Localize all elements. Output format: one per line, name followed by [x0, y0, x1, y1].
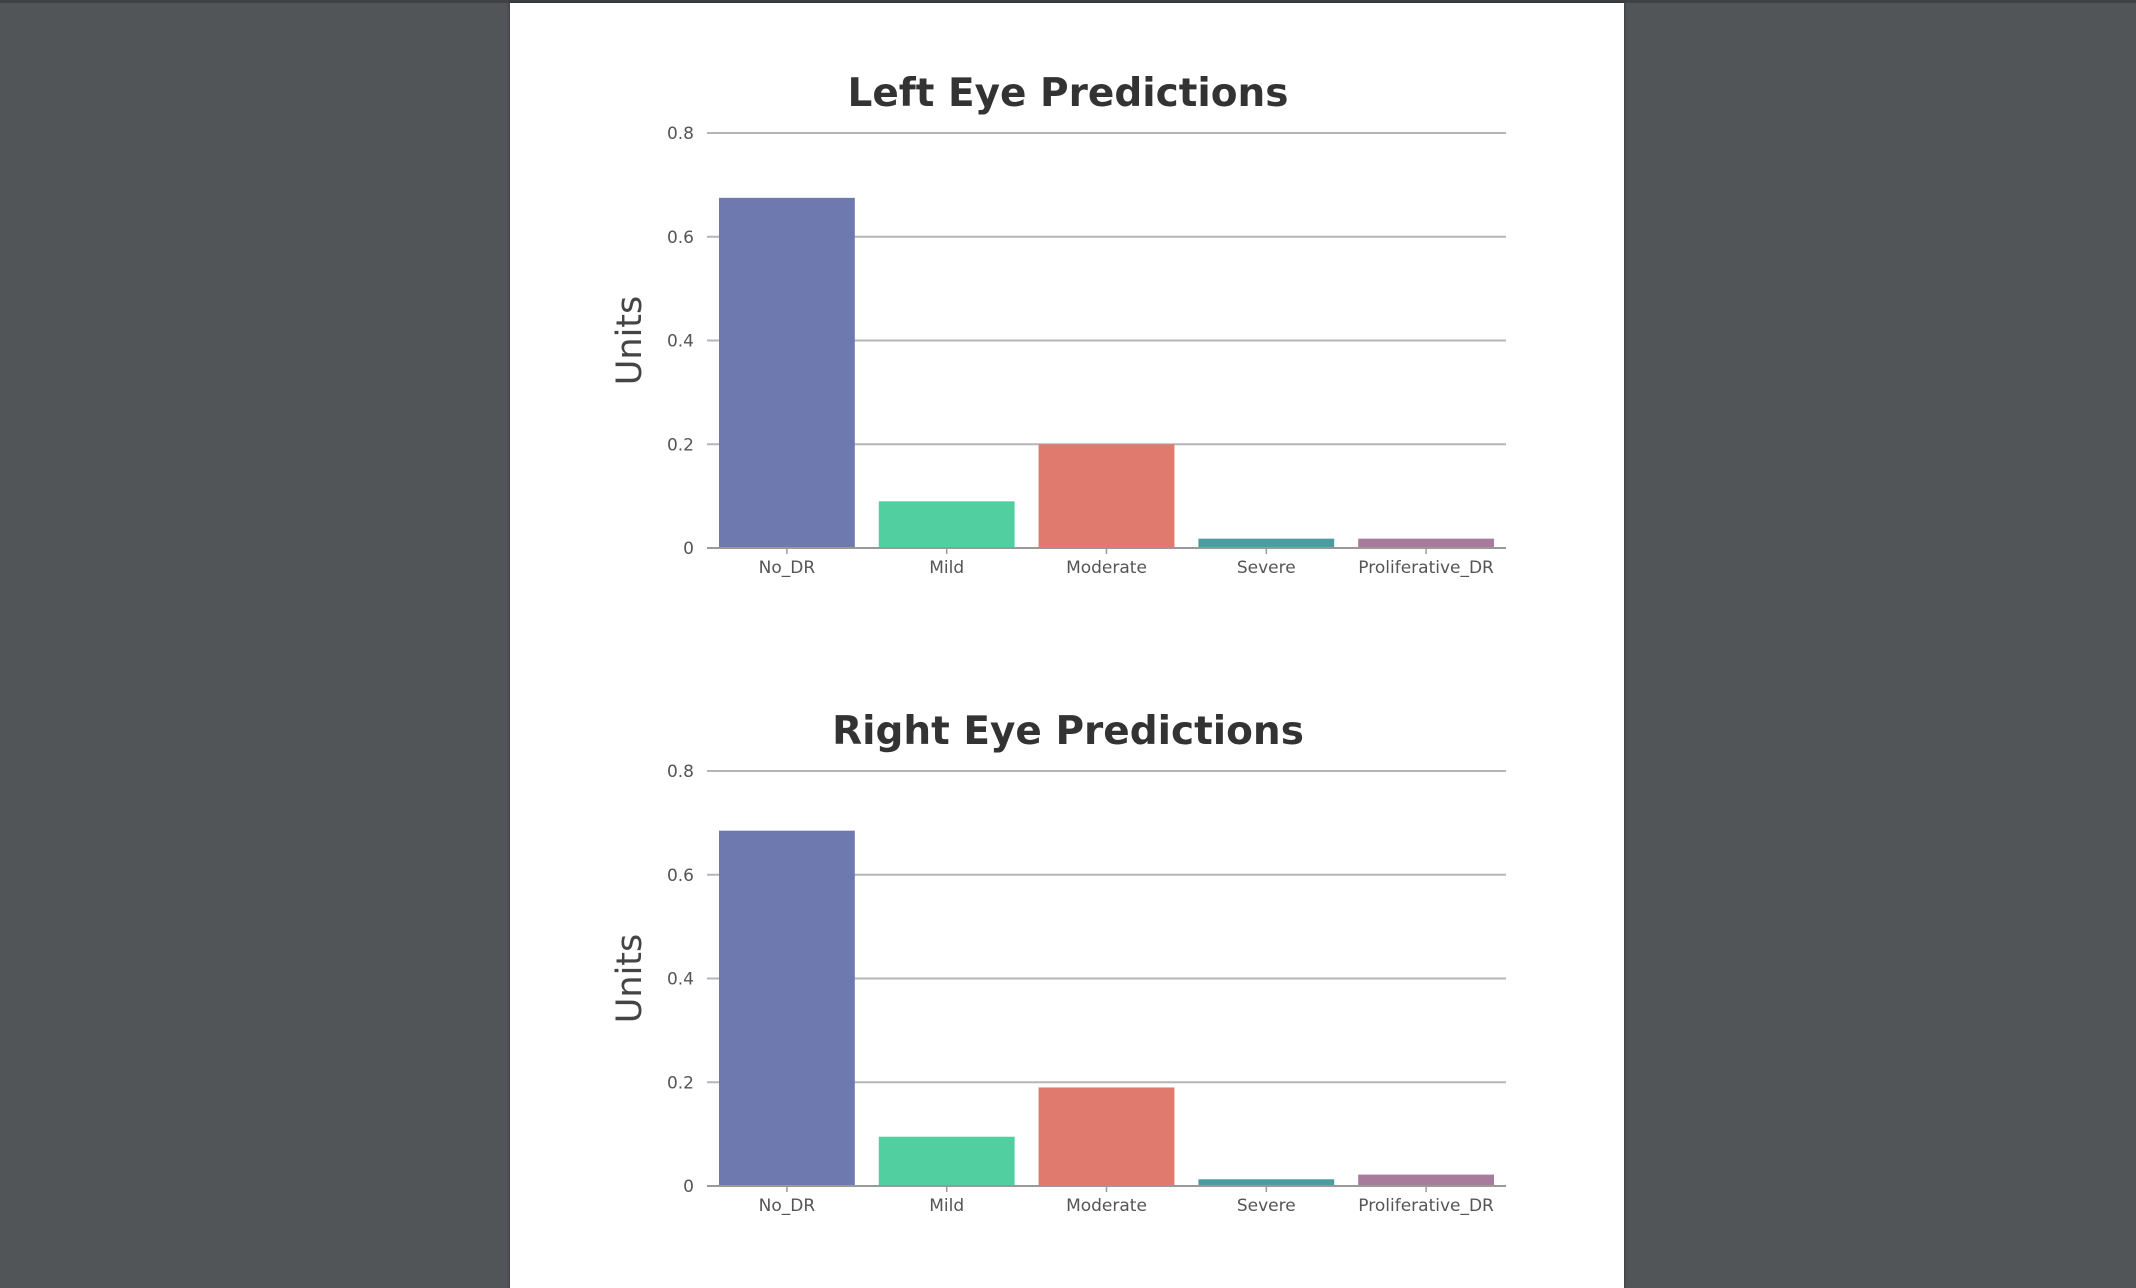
x-tick-label: Severe: [1237, 1196, 1296, 1216]
y-tick-label: 0.4: [667, 332, 694, 352]
x-tick-label: No_DR: [759, 558, 816, 578]
y-tick-label: 0.4: [667, 970, 694, 990]
bar-severe: [1198, 538, 1335, 547]
y-tick-label: 0: [683, 1177, 694, 1197]
bar-moderate: [1038, 444, 1175, 547]
right-eye-chart: Right Eye Predictions Units 0 0.2 0.4 0.6 0.…: [610, 709, 1506, 1216]
y-tick-label: 0: [683, 539, 694, 559]
bar-mild: [878, 1136, 1015, 1185]
y-axis-label: Units: [610, 296, 650, 385]
x-tick-label: Moderate: [1066, 558, 1147, 578]
bars: [718, 197, 1495, 547]
y-axis-ticks: 0 0.2 0.4 0.6 0.8: [667, 762, 694, 1197]
x-tick-label: Proliferative_DR: [1358, 1196, 1494, 1216]
x-tick-label: Proliferative_DR: [1358, 558, 1494, 578]
y-tick-label: 0.6: [667, 228, 694, 248]
y-axis-ticks: 0 0.2 0.4 0.6 0.8: [667, 124, 694, 559]
document-page: Left Eye Predictions Units 0 0.2 0.4 0.6 0.8…: [510, 3, 1624, 1288]
bar-mild: [878, 501, 1015, 547]
y-tick-label: 0.2: [667, 435, 694, 455]
chart-title: Left Eye Predictions: [847, 71, 1288, 116]
left-eye-chart: Left Eye Predictions Units 0 0.2 0.4 0.6 0.8…: [610, 71, 1506, 578]
y-tick-label: 0.8: [667, 124, 694, 144]
bar-no-dr: [718, 197, 855, 547]
x-tick-label: Mild: [929, 558, 964, 578]
viewer-top-border: [0, 0, 2136, 3]
y-tick-label: 0.6: [667, 866, 694, 886]
x-tick-label: No_DR: [759, 1196, 816, 1216]
chart-title: Right Eye Predictions: [832, 709, 1304, 754]
x-axis-ticks: No_DR Mild Moderate Severe Proliferative_DR: [759, 548, 1494, 578]
bar-proliferative-dr: [1358, 538, 1495, 547]
x-axis-ticks: No_DR Mild Moderate Severe Proliferative_DR: [759, 1186, 1494, 1216]
x-tick-label: Mild: [929, 1196, 964, 1216]
y-tick-label: 0.2: [667, 1073, 694, 1093]
bar-moderate: [1038, 1087, 1175, 1185]
y-axis-label: Units: [610, 934, 650, 1023]
bars: [718, 830, 1495, 1185]
bar-no-dr: [718, 830, 855, 1185]
x-tick-label: Severe: [1237, 558, 1296, 578]
bar-proliferative-dr: [1358, 1174, 1495, 1185]
bar-severe: [1198, 1179, 1335, 1185]
x-tick-label: Moderate: [1066, 1196, 1147, 1216]
y-tick-label: 0.8: [667, 762, 694, 782]
